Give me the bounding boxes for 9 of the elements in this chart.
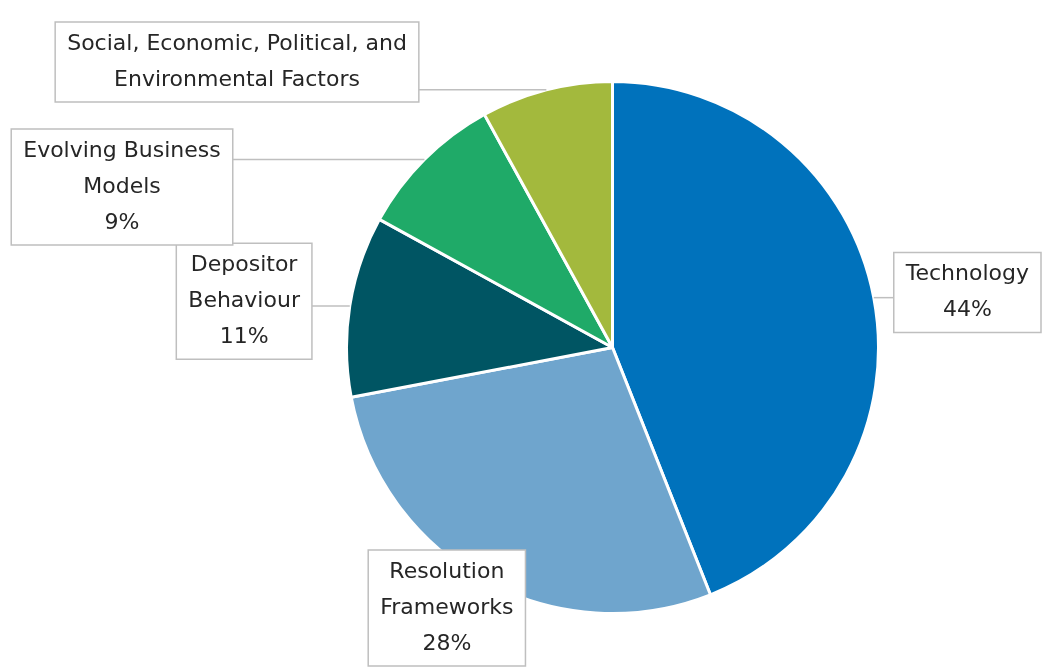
- slice-label: Technology: [904, 260, 1029, 286]
- slice-label: Depositor Behaviour: [188, 251, 301, 313]
- data-label: 44%: [942, 296, 992, 322]
- slice-label: Resolution Frameworks: [380, 557, 514, 619]
- data-label: 28%: [422, 629, 472, 655]
- data-label: 11%: [219, 323, 269, 349]
- data-label: 9%: [104, 208, 140, 234]
- slice-label: Evolving Business Models: [23, 136, 221, 198]
- slice-label: Social, Economic, Political, and Environmental Factors: [67, 29, 407, 91]
